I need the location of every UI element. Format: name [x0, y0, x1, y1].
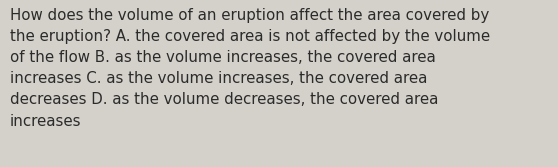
Text: How does the volume of an eruption affect the area covered by
the eruption? A. t: How does the volume of an eruption affec…: [10, 8, 490, 129]
